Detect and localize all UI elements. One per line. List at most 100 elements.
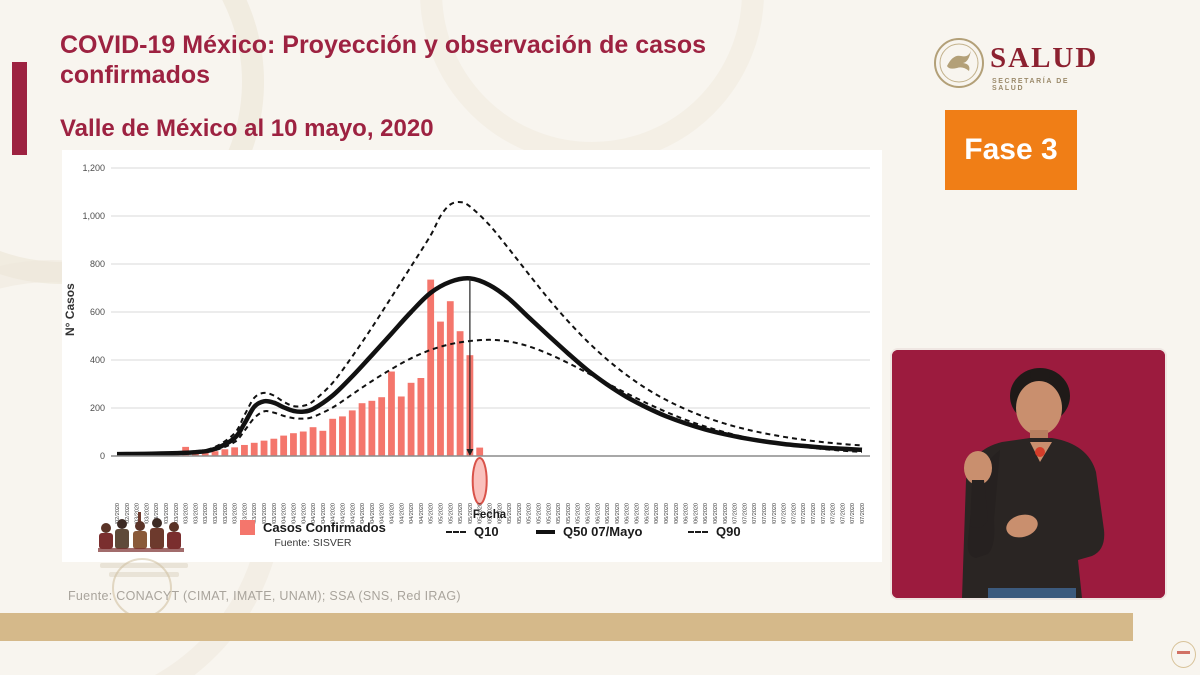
salud-logo: SALUD SECRETARÍA DE SALUD bbox=[932, 36, 1096, 92]
svg-text:19/05/2020: 19/05/2020 bbox=[517, 503, 523, 524]
svg-text:10/06/2020: 10/06/2020 bbox=[625, 503, 631, 524]
corner-seal-watermark bbox=[1171, 641, 1196, 668]
salud-eagle-seal-icon bbox=[934, 38, 984, 88]
series-q50-07-mayo bbox=[116, 276, 863, 457]
svg-text:29/04/2020: 29/04/2020 bbox=[419, 503, 425, 524]
svg-text:09/04/2020: 09/04/2020 bbox=[321, 503, 327, 524]
svg-text:24/06/2020: 24/06/2020 bbox=[693, 503, 699, 524]
svg-text:1,000: 1,000 bbox=[82, 211, 105, 221]
svg-text:400: 400 bbox=[90, 355, 105, 365]
svg-text:22/06/2020: 22/06/2020 bbox=[684, 503, 690, 524]
svg-text:11/05/2020: 11/05/2020 bbox=[478, 503, 484, 524]
svg-text:14/03/2020: 14/03/2020 bbox=[193, 503, 199, 524]
government-figures-logo bbox=[94, 510, 190, 560]
svg-text:1,200: 1,200 bbox=[82, 163, 105, 173]
svg-text:28/07/2020: 28/07/2020 bbox=[860, 503, 866, 524]
legend-label: Q50 07/Mayo bbox=[563, 524, 643, 539]
casos-confirmados-bars bbox=[113, 279, 484, 456]
svg-text:21/05/2020: 21/05/2020 bbox=[527, 503, 533, 524]
svg-text:08/07/2020: 08/07/2020 bbox=[762, 503, 768, 524]
x-axis-title: Fecha bbox=[473, 509, 507, 521]
svg-text:04/03/2020: 04/03/2020 bbox=[144, 503, 150, 524]
chart-panel: 0 200 400 600 800 1,000 1,200 27/02/2020 29/02/2… bbox=[62, 150, 882, 562]
svg-text:13/04/2020: 13/04/2020 bbox=[340, 503, 346, 524]
circled-date-annotation bbox=[471, 457, 488, 505]
svg-text:03/05/2020: 03/05/2020 bbox=[438, 503, 444, 524]
svg-text:19/04/2020: 19/04/2020 bbox=[370, 503, 376, 524]
svg-text:24/07/2020: 24/07/2020 bbox=[840, 503, 846, 524]
svg-text:26/03/2020: 26/03/2020 bbox=[252, 503, 258, 524]
svg-text:22/07/2020: 22/07/2020 bbox=[831, 503, 837, 524]
chart-legend: Casos Confirmados Fuente: SISVER Q10 Q50… bbox=[62, 520, 882, 560]
svg-text:16/06/2020: 16/06/2020 bbox=[654, 503, 660, 524]
svg-text:27/04/2020: 27/04/2020 bbox=[409, 503, 415, 524]
svg-text:30/06/2020: 30/06/2020 bbox=[723, 503, 729, 524]
svg-text:09/05/2020: 09/05/2020 bbox=[468, 503, 474, 524]
svg-text:23/04/2020: 23/04/2020 bbox=[389, 503, 395, 524]
svg-text:30/03/2020: 30/03/2020 bbox=[272, 503, 278, 524]
svg-text:23/05/2020: 23/05/2020 bbox=[537, 503, 543, 524]
svg-text:05/04/2020: 05/04/2020 bbox=[301, 503, 307, 524]
svg-text:03/04/2020: 03/04/2020 bbox=[291, 503, 297, 524]
svg-text:02/03/2020: 02/03/2020 bbox=[135, 503, 141, 524]
legend-label: Casos Confirmados bbox=[263, 520, 386, 535]
svg-text:17/05/2020: 17/05/2020 bbox=[507, 503, 513, 524]
svg-text:24/03/2020: 24/03/2020 bbox=[242, 503, 248, 524]
salud-wordmark: SALUD bbox=[990, 42, 1099, 74]
svg-text:18/06/2020: 18/06/2020 bbox=[664, 503, 670, 524]
tan-footer-stripe bbox=[0, 613, 1133, 641]
svg-text:02/06/2020: 02/06/2020 bbox=[586, 503, 592, 524]
svg-text:05/05/2020: 05/05/2020 bbox=[448, 503, 454, 524]
x-axis-labels: 27/02/2020 29/02/2020 02/03/2020 04/03/2020… bbox=[115, 503, 866, 524]
sign-language-interpreter-video bbox=[890, 348, 1167, 600]
salud-subtext: SECRETARÍA DE SALUD bbox=[992, 78, 1070, 92]
svg-text:27/05/2020: 27/05/2020 bbox=[556, 503, 562, 524]
legend-item-q10: Q10 bbox=[446, 524, 499, 539]
svg-text:800: 800 bbox=[90, 259, 105, 269]
svg-text:10/03/2020: 10/03/2020 bbox=[174, 503, 180, 524]
svg-text:04/06/2020: 04/06/2020 bbox=[595, 503, 601, 524]
svg-text:15/05/2020: 15/05/2020 bbox=[497, 503, 503, 524]
svg-text:16/07/2020: 16/07/2020 bbox=[801, 503, 807, 524]
legend-dashed-swatch bbox=[688, 530, 708, 533]
fase-3-badge: Fase 3 bbox=[945, 110, 1077, 190]
svg-text:200: 200 bbox=[90, 403, 105, 413]
svg-text:02/07/2020: 02/07/2020 bbox=[733, 503, 739, 524]
peak-marker-arrow bbox=[466, 449, 474, 456]
legend-bar-swatch bbox=[240, 520, 255, 535]
maroon-accent-bar bbox=[12, 62, 27, 155]
svg-text:08/06/2020: 08/06/2020 bbox=[615, 503, 621, 524]
svg-text:20/06/2020: 20/06/2020 bbox=[674, 503, 680, 524]
svg-text:07/04/2020: 07/04/2020 bbox=[311, 503, 317, 524]
svg-text:25/05/2020: 25/05/2020 bbox=[546, 503, 552, 524]
svg-text:16/03/2020: 16/03/2020 bbox=[203, 503, 209, 524]
svg-text:29/05/2020: 29/05/2020 bbox=[566, 503, 572, 524]
page-title: COVID-19 México: Proyección y observació… bbox=[60, 31, 707, 89]
svg-text:13/05/2020: 13/05/2020 bbox=[488, 503, 494, 524]
svg-text:26/07/2020: 26/07/2020 bbox=[850, 503, 856, 524]
svg-text:12/07/2020: 12/07/2020 bbox=[782, 503, 788, 524]
svg-text:17/04/2020: 17/04/2020 bbox=[360, 503, 366, 524]
svg-text:08/03/2020: 08/03/2020 bbox=[164, 503, 170, 524]
faint-logo-text bbox=[100, 563, 188, 583]
legend-item-q50: Q50 07/Mayo bbox=[536, 524, 643, 539]
legend-label: Q90 bbox=[716, 524, 741, 539]
projection-chart: 0 200 400 600 800 1,000 1,200 27/02/2020 29/02/2… bbox=[63, 163, 870, 524]
svg-text:01/05/2020: 01/05/2020 bbox=[429, 503, 435, 524]
svg-text:12/03/2020: 12/03/2020 bbox=[184, 503, 190, 524]
svg-text:31/05/2020: 31/05/2020 bbox=[576, 503, 582, 524]
legend-solid-swatch bbox=[536, 529, 555, 534]
svg-text:04/07/2020: 04/07/2020 bbox=[742, 503, 748, 524]
svg-text:18/07/2020: 18/07/2020 bbox=[811, 503, 817, 524]
series-q90 bbox=[116, 201, 863, 455]
legend-sublabel: Fuente: SISVER bbox=[274, 537, 352, 549]
y-axis-title: N° Casos bbox=[63, 283, 77, 336]
svg-text:07/05/2020: 07/05/2020 bbox=[458, 503, 464, 524]
svg-text:20/07/2020: 20/07/2020 bbox=[821, 503, 827, 524]
source-attribution: Fuente: CONACYT (CIMAT, IMATE, UNAM); SS… bbox=[68, 589, 461, 603]
page-subtitle: Valle de México al 10 mayo, 2020 bbox=[60, 115, 434, 142]
svg-text:25/04/2020: 25/04/2020 bbox=[399, 503, 405, 524]
svg-text:29/02/2020: 29/02/2020 bbox=[125, 503, 131, 524]
svg-text:21/04/2020: 21/04/2020 bbox=[380, 503, 386, 524]
